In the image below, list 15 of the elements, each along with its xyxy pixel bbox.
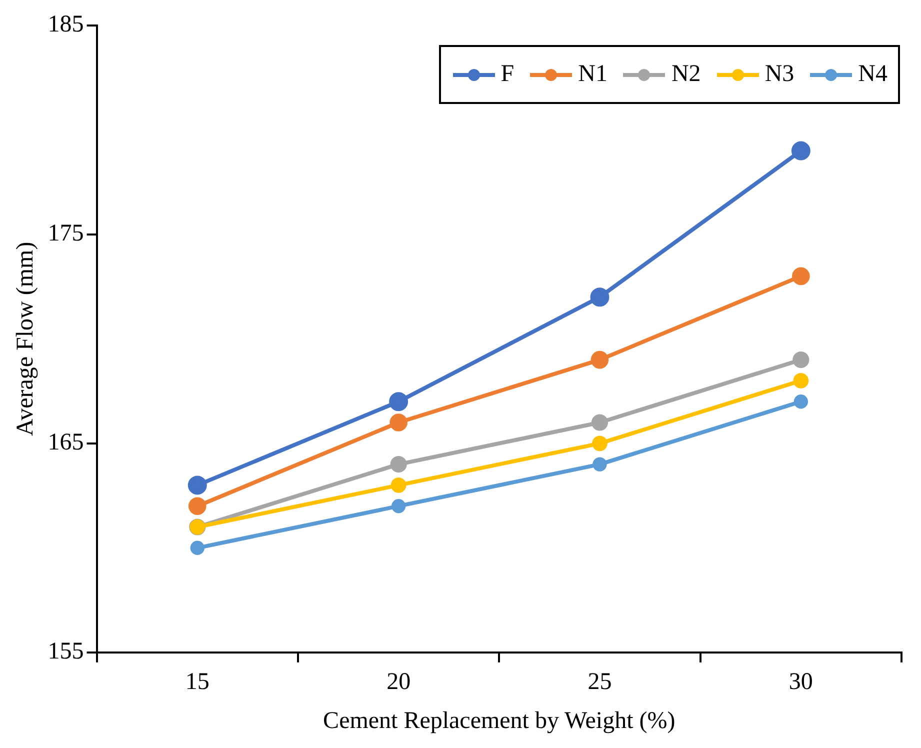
x-tick-label: 15 xyxy=(185,669,210,696)
x-axis-title: Cement Replacement by Weight (%) xyxy=(323,708,676,734)
y-tick-label: 165 xyxy=(48,430,84,456)
legend-label: N4 xyxy=(858,61,888,88)
legend-label: F xyxy=(500,61,514,88)
legend-label: N3 xyxy=(764,61,794,88)
legend-label: N2 xyxy=(671,61,701,88)
y-axis-title: Average Flow (mm) xyxy=(12,242,39,436)
x-tick-label: 25 xyxy=(588,669,612,696)
y-tick-label: 185 xyxy=(48,12,84,38)
legend-label: N1 xyxy=(578,61,608,88)
x-tick-label: 20 xyxy=(386,669,411,696)
y-tick-label: 155 xyxy=(48,638,84,665)
y-tick-label: 175 xyxy=(48,220,84,247)
x-tick-label: 30 xyxy=(788,669,813,696)
